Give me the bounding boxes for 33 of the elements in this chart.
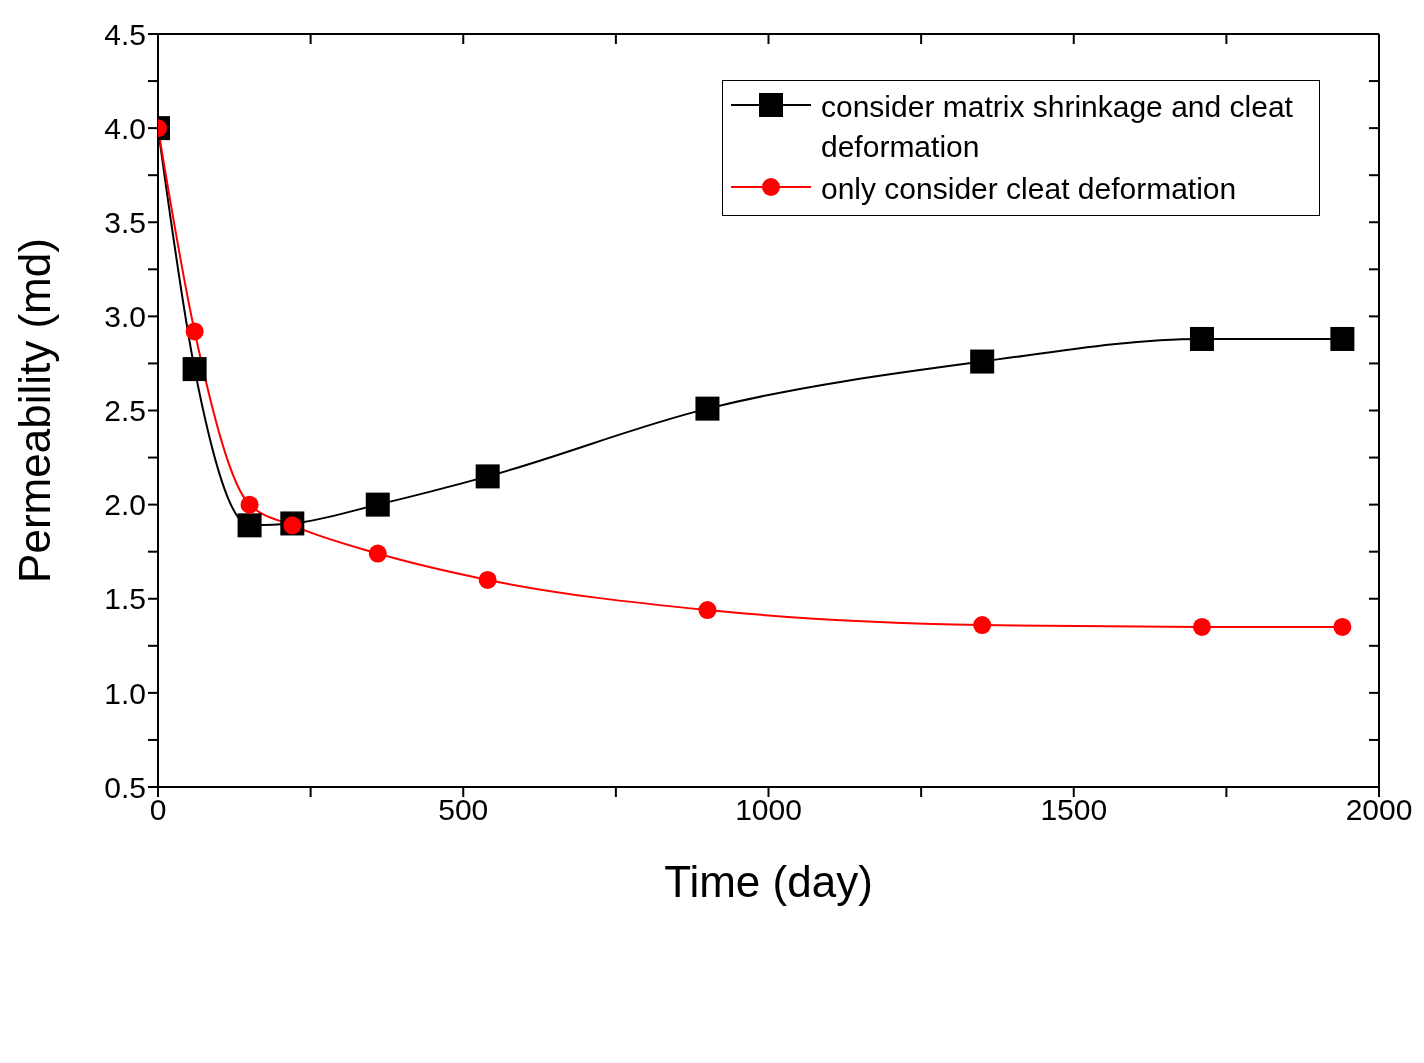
point (182, 357, 207, 382)
point (365, 492, 390, 517)
y-tick-label: 4.5 (104, 17, 146, 51)
point (1333, 617, 1352, 636)
point (237, 513, 262, 538)
y-tick-label: 4.0 (104, 111, 146, 145)
point (478, 570, 497, 589)
y-axis-title: Permeability (md) (9, 238, 59, 583)
x-tick-label: 500 (438, 793, 489, 827)
point (240, 495, 259, 514)
y-tick-label: 0.5 (104, 770, 146, 804)
point (973, 616, 992, 635)
point (1192, 617, 1211, 636)
point (1189, 326, 1214, 351)
x-axis-title: Time (day) (664, 857, 873, 906)
x-tick-label: 1000 (735, 793, 802, 827)
x-tick-label: 2000 (1345, 793, 1413, 827)
point (185, 322, 204, 341)
point (1330, 326, 1355, 351)
y-tick-label: 1.5 (104, 582, 146, 616)
y-tick-label: 1.0 (104, 676, 146, 710)
y-tick-label: 2.0 (104, 488, 146, 522)
y-tick-label: 3.5 (104, 205, 146, 239)
point (695, 396, 720, 421)
y-tick-label: 3.0 (104, 300, 146, 334)
legend-label: only consider cleat deformation (821, 171, 1237, 207)
point (475, 464, 500, 489)
point (698, 601, 717, 620)
x-tick-label: 1500 (1040, 793, 1108, 827)
point (970, 349, 995, 374)
point (368, 544, 387, 563)
y-tick-label: 2.5 (104, 394, 146, 428)
x-tick-label: 0 (149, 793, 167, 827)
